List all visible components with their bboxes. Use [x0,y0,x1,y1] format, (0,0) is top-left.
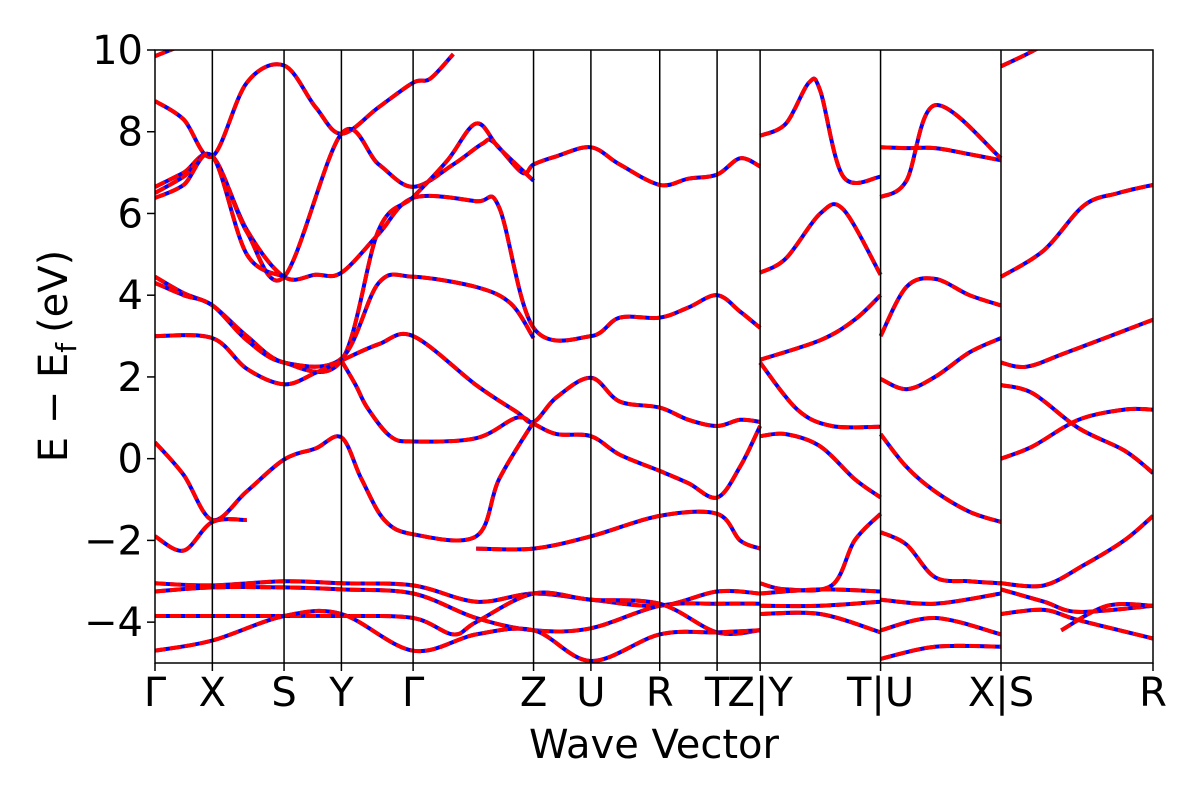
band-29-reference-line [879,432,1002,524]
band-41-overlay-line [1000,607,1153,641]
x-tick-label-11: X|S [968,670,1034,716]
x-tick-label-1: X [199,670,226,716]
band-18-reference-line [759,293,882,362]
band-37-reference-line [1000,383,1153,475]
band-24-overlay-line [760,610,882,635]
band-8-overlay-line [339,359,762,500]
band-39-reference-line [1000,514,1153,589]
band-0-overlay-line [155,50,176,58]
band-3-overlay-line [155,126,762,283]
band-22-overlay-line [759,587,881,596]
band-13-overlay-line [155,585,761,634]
x-axis-ticks: Γ X S Y Γ Z U R TZ|Y T|U X|S R [144,663,1167,716]
band-36-overlay-line [1000,317,1153,370]
band-1-reference-line [155,52,455,159]
plot-area [155,50,1153,663]
band-6-overlay-line [155,272,536,369]
y-tick-label-5: 6 [118,191,143,237]
y-tick-label-1: −2 [84,518,143,564]
band-28-overlay-line [879,336,1002,392]
band-23-overlay-line [760,599,881,609]
band-2-reference-line [155,152,762,343]
band-37-overlay-line [1000,383,1153,475]
band-15-overlay-line [155,608,761,663]
x-tick-label-3: Y [328,670,354,716]
x-tick-label-0: Γ [144,670,167,716]
band-42-overlay-line [1060,601,1153,633]
y-axis-label-unit: (eV) [31,250,77,333]
band-33-overlay-line [880,643,1002,661]
y-axis-label-main: E − E [31,353,77,463]
k-path-dividers [211,50,1002,663]
band-18-overlay-line [759,293,882,362]
band-16-overlay-line [759,76,881,185]
band-39-overlay-line [1000,514,1153,589]
x-tick-label-9: Z|Y [727,670,793,716]
x-tick-label-8: T [704,670,730,716]
y-tick-label-4: 4 [118,273,143,319]
band-27-reference-line [878,276,1002,338]
band-30-overlay-line [879,530,1002,586]
band-20-overlay-line [759,431,882,500]
x-tick-label-5: Z [520,670,547,716]
band-12-overlay-line [155,579,761,608]
band-10-overlay-line [155,517,247,553]
band-4-overlay-line [155,151,286,279]
band-25-overlay-line [880,145,1002,163]
x-tick-label-10: T|U [846,670,914,716]
band-26-reference-line [879,103,1003,199]
y-tick-label-7: 10 [92,28,143,74]
band-34-overlay-line [1000,50,1039,69]
band-35-overlay-line [999,182,1153,279]
band-1-overlay-line [155,52,455,159]
band-2-overlay-line [155,152,762,343]
band-28-reference-line [879,336,1002,392]
band-35-reference-line [999,182,1153,279]
band-32-overlay-line [880,615,1002,637]
band-27-overlay-line [878,276,1002,338]
x-tick-label-2: S [271,670,296,716]
band-21-overlay-line [759,512,883,593]
band-40-reference-line [1000,587,1153,614]
x-tick-label-7: R [646,670,674,716]
y-axis-label-sub: f [50,342,83,353]
band-41-reference-line [1000,607,1153,641]
band-19-overlay-line [758,361,881,430]
x-tick-label-6: U [576,670,605,716]
plot-frame [154,49,1154,664]
band-20-reference-line [759,431,882,500]
x-tick-label-4: Γ [402,670,425,716]
x-axis-label: Wave Vector [529,722,780,768]
y-tick-label-3: 2 [118,355,143,401]
band-8-reference-line [339,359,762,500]
band-29-overlay-line [879,432,1002,524]
band-19-reference-line [758,361,881,430]
band-3-reference-line [155,126,762,283]
band-7-reference-line [155,331,761,428]
band-40-overlay-line [1000,587,1153,614]
y-tick-label-0: −4 [84,600,143,646]
y-tick-label-2: 0 [118,437,143,483]
y-tick-label-6: 8 [118,110,143,156]
band-21-reference-line [759,512,883,593]
x-tick-label-12: R [1139,670,1167,716]
y-axis-ticks: −4 −2 0 2 4 6 8 10 [84,28,155,646]
y-axis-label: E − Ef (eV) [31,250,83,463]
band-38-overlay-line [1000,406,1153,461]
band-31-overlay-line [880,591,1002,606]
band-17-overlay-line [759,202,883,276]
band-26-overlay-line [879,103,1003,199]
